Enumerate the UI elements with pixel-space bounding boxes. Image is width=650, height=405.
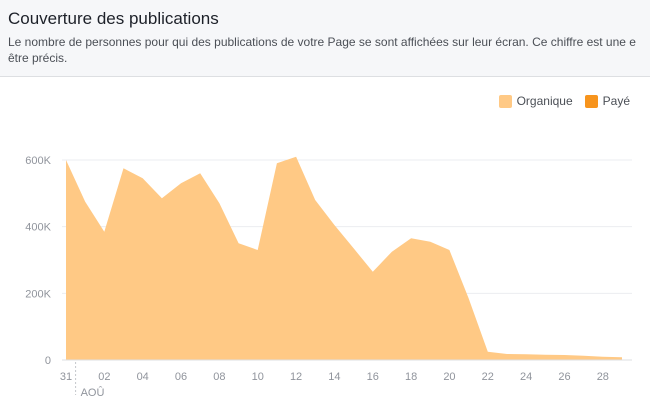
- x-tick-label: 06: [175, 371, 187, 383]
- x-tick-label: 16: [367, 371, 379, 383]
- legend-swatch-organic: [498, 94, 512, 108]
- x-tick-label: 08: [213, 371, 225, 383]
- y-tick-label: 400K: [25, 222, 51, 234]
- x-tick-label: 31: [60, 371, 72, 383]
- x-tick-label: 28: [597, 371, 609, 383]
- x-tick-label: 18: [405, 371, 417, 383]
- x-tick-label: 22: [482, 371, 494, 383]
- x-tick-label: 24: [520, 371, 532, 383]
- x-tick-label: 10: [252, 371, 264, 383]
- legend-label-organic: Organique: [516, 94, 573, 108]
- x-tick-label: 02: [98, 371, 110, 383]
- organic-area: [66, 156, 622, 360]
- x-tick-label: 20: [443, 371, 455, 383]
- x-tick-label: 12: [290, 371, 302, 383]
- month-label: AOÛ: [81, 386, 105, 399]
- x-tick-label: 26: [558, 371, 570, 383]
- y-tick-label: 200K: [25, 288, 51, 300]
- legend-item-organic[interactable]: Organique: [498, 94, 573, 108]
- description-line-2: être précis.: [8, 51, 68, 65]
- y-tick-label: 600K: [25, 155, 51, 167]
- chart-legend: Organique Payé: [487, 94, 630, 108]
- legend-label-paid: Payé: [602, 94, 630, 108]
- page-title: Couverture des publications: [8, 9, 219, 28]
- panel-header: Couverture des publications Le nombre de…: [0, 0, 650, 77]
- legend-swatch-paid: [584, 94, 598, 108]
- x-tick-label: 04: [137, 371, 149, 383]
- description-line-1: Le nombre de personnes pour qui des publ…: [8, 35, 636, 49]
- y-tick-label: 0: [45, 355, 51, 367]
- legend-item-paid[interactable]: Payé: [584, 94, 630, 108]
- x-tick-label: 14: [328, 371, 340, 383]
- page-description: Le nombre de personnes pour qui des publ…: [8, 34, 650, 66]
